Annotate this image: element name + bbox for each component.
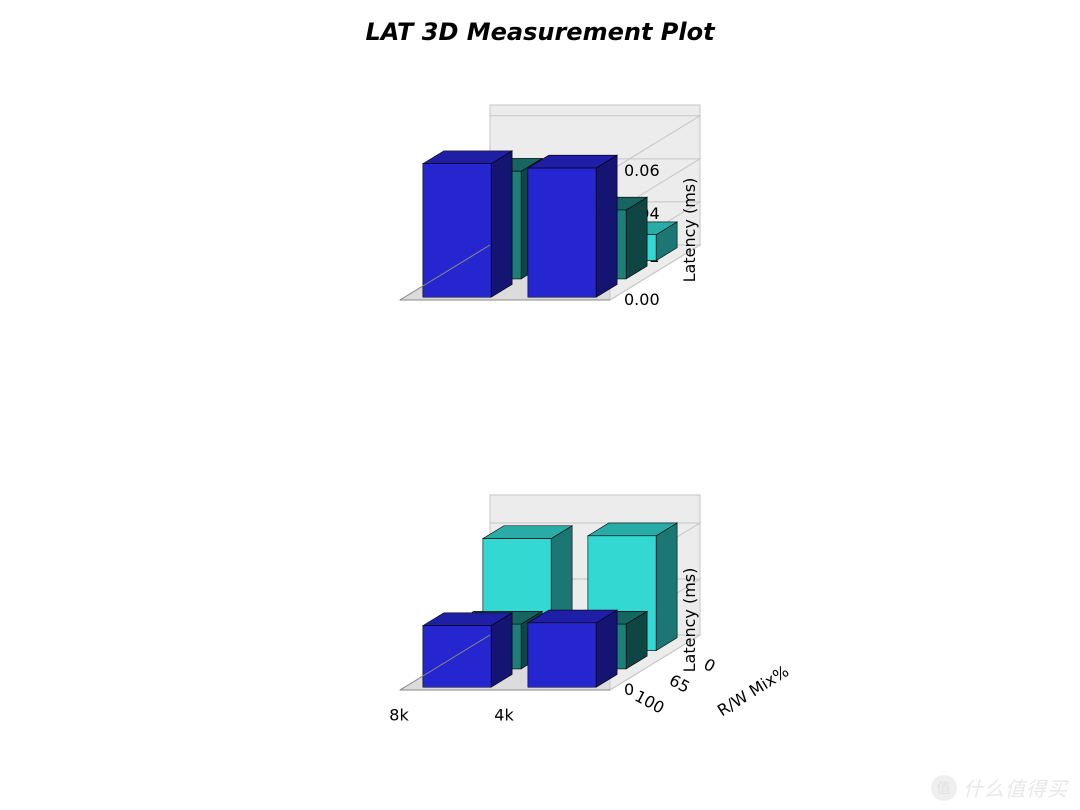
x-tick-label: 4k [494,705,514,724]
z-axis-label: Latency (ms) [680,178,699,283]
y-axis-label: R/W Mix% [714,661,792,720]
bar-front [528,623,596,687]
watermark: 值 什么值得买 [931,773,1068,802]
watermark-text: 什么值得买 [963,773,1068,802]
chart-bottom: 024Latency (ms)8k4k100650R/W Mix% [340,450,820,770]
y-tick-label: 0 [701,655,719,677]
z-axis-label: Latency (ms) [680,568,699,673]
watermark-icon: 值 [931,775,957,801]
bar-front [528,168,596,297]
bar-side [596,155,617,297]
bar-side [656,523,677,651]
bar-front [423,164,491,298]
y-tick-label: 100 [632,686,668,717]
bar-side [491,151,512,297]
chart-top: 0.000.020.040.06Latency (ms) [340,100,820,380]
bar-front [423,626,491,688]
x-tick-label: 8k [389,705,409,724]
bar-side [626,197,647,279]
z-tick-label: 0.00 [624,290,660,309]
plot-title: LAT 3D Measurement Plot [0,18,1080,46]
bar-side [596,610,617,687]
z-tick-label: 0.06 [624,161,660,180]
z-tick-label: 0 [624,680,634,699]
y-tick-label: 65 [666,670,693,696]
